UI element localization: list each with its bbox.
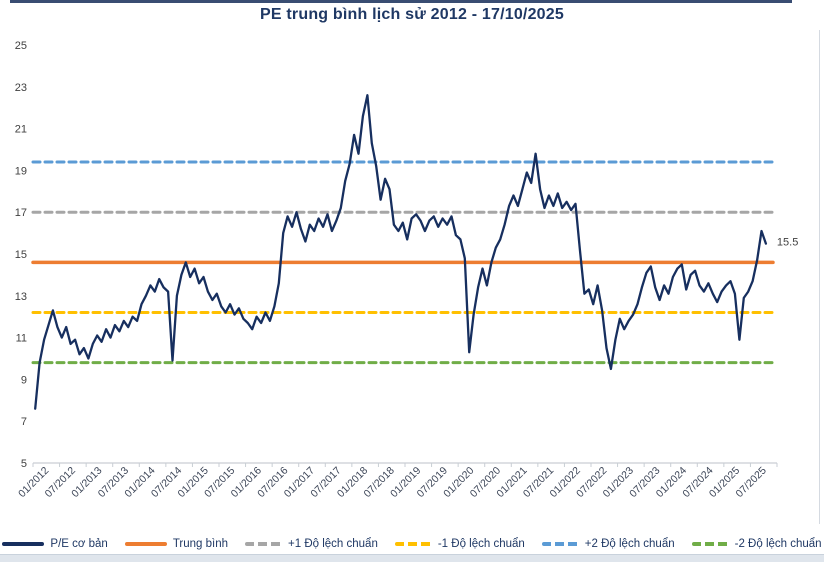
line-swatch-orange [124,542,167,546]
legend-label: Trung bình [172,538,229,550]
pe-series-line [34,94,768,410]
legend-item-minus2sd: -2 Độ lệch chuẩn [691,538,822,550]
legend-label: +2 Độ lệch chuẩn [584,538,675,550]
bottom-accent-band [0,554,824,562]
legend-label: P/E cơ bản [50,538,108,550]
legend-label: +1 Độ lệch chuẩn [288,538,378,550]
y-axis-tick-label: 23 [15,82,27,94]
y-axis-tick-label: 7 [21,416,27,428]
chart-title: PE trung bình lịch sử 2012 - 17/10/2025 [260,6,564,23]
legend-item-mean: Trung bình [124,538,229,550]
y-axis-tick-label: 5 [21,458,27,470]
line-swatch-navy [2,542,45,546]
dash-swatch-blue [541,542,579,546]
legend-label: -2 Độ lệch chuẩn [734,538,822,550]
dash-swatch-green [691,542,729,546]
y-axis-tick-label: 15 [15,249,27,261]
y-axis-tick-label: 13 [15,291,27,303]
chart-right-border [819,30,820,524]
legend-item-minus1sd: -1 Độ lệch chuẩn [394,538,525,550]
y-axis-tick-label: 11 [16,333,27,345]
y-axis-tick-label: 25 [15,40,27,52]
legend-item-plus2sd: +2 Độ lệch chuẩn [541,538,675,550]
last-value-label: 15.5 [777,237,798,249]
dash-swatch-yellow [394,542,432,546]
y-axis-tick-label: 17 [15,207,27,219]
top-border-strip [10,0,792,3]
legend-item-plus1sd: +1 Độ lệch chuẩn [245,538,378,550]
y-axis-tick-label: 19 [15,165,27,177]
legend-label: -1 Độ lệch chuẩn [437,538,525,550]
legend-item-pe: P/E cơ bản [2,538,108,550]
pe-history-line-chart: 579111315171921232501/201207/201201/2013… [15,40,799,500]
chart-legend: P/E cơ bản Trung bình +1 Độ lệch chuẩn -… [0,534,824,554]
y-axis-tick-label: 9 [21,374,27,386]
dash-swatch-gray [245,542,283,546]
y-axis-tick-label: 21 [15,124,27,136]
